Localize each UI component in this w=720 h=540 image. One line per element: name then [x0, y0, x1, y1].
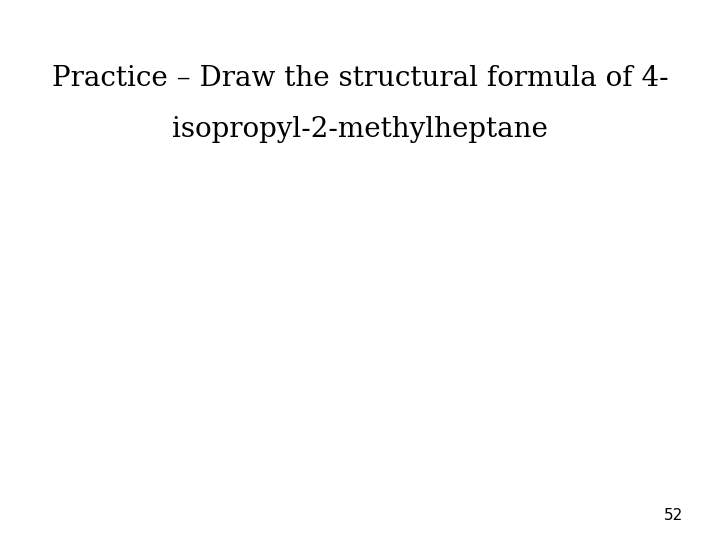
- Text: 52: 52: [664, 508, 683, 523]
- Text: isopropyl-2-methylheptane: isopropyl-2-methylheptane: [172, 116, 548, 143]
- Text: Practice – Draw the structural formula of 4-: Practice – Draw the structural formula o…: [52, 65, 668, 92]
